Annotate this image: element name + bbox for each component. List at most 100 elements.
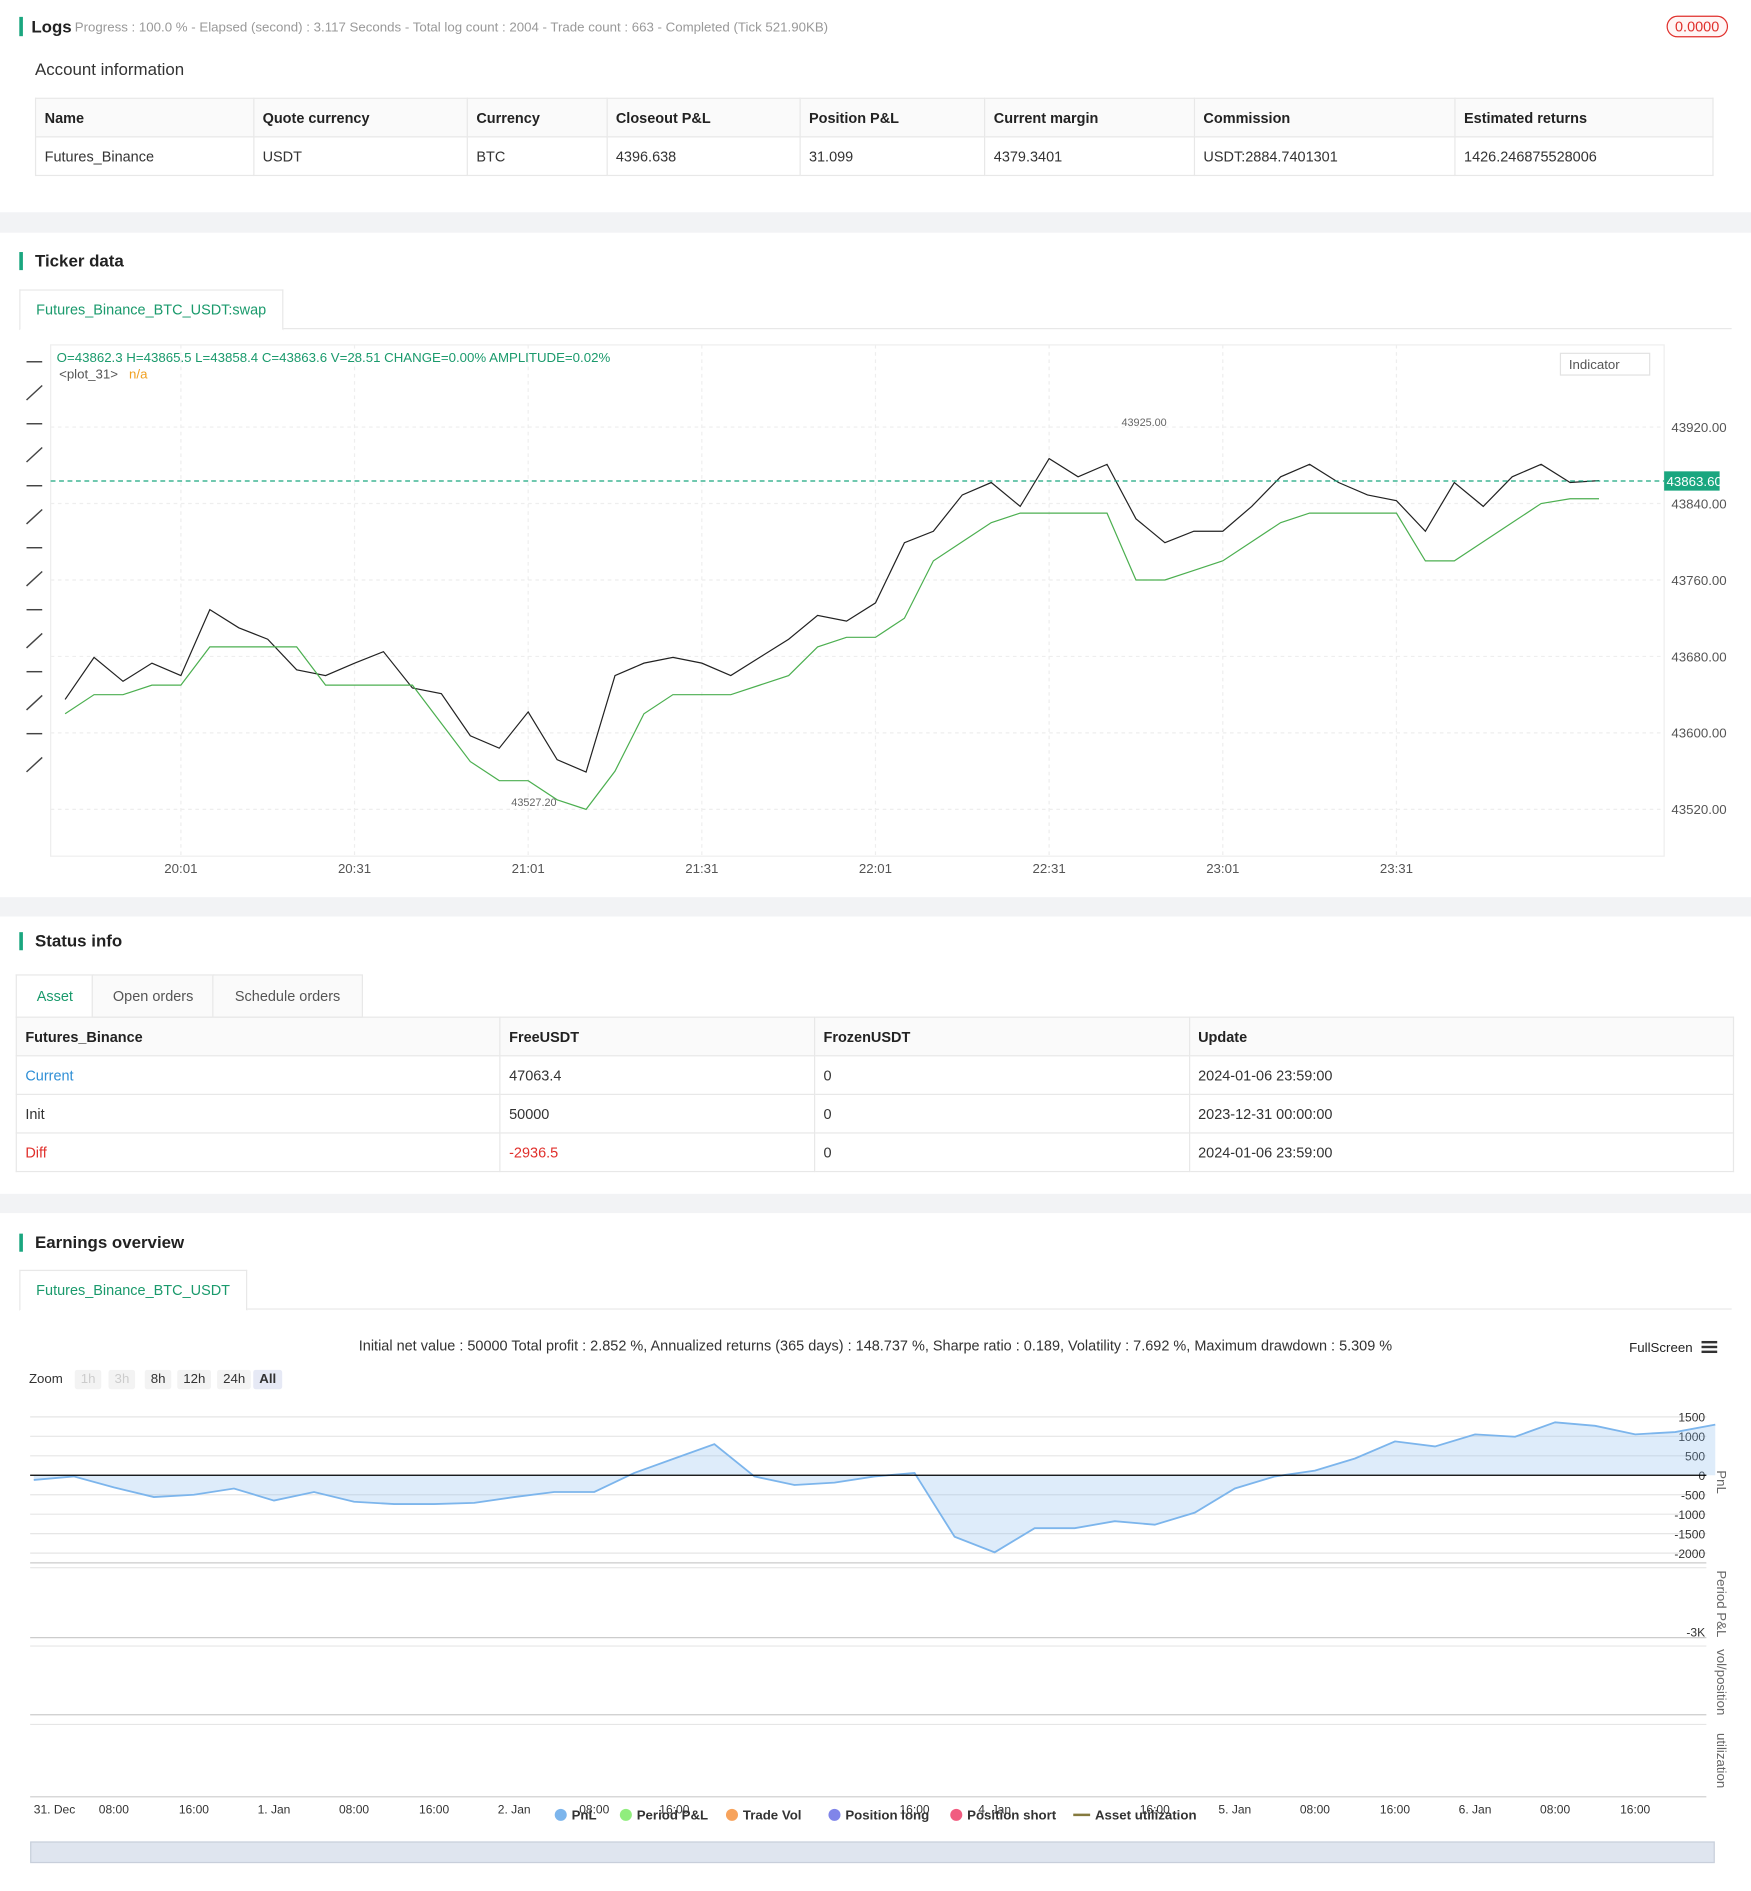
x-tick-label: 5. Jan	[1218, 1803, 1251, 1817]
y-tick-label: 500	[1685, 1450, 1705, 1464]
cell: Current	[15, 1055, 501, 1095]
cell: Futures_Binance	[34, 136, 255, 177]
tab-line	[19, 1308, 1732, 1310]
y-tick-label: -2000	[1674, 1547, 1705, 1561]
last-price-box	[1664, 471, 1720, 491]
tool-icon	[26, 384, 43, 401]
legend-label: Position long	[845, 1808, 929, 1823]
cell: -2936.5	[499, 1132, 816, 1173]
navigator[interactable]	[30, 1841, 1715, 1864]
panel-label: PnL	[1714, 1470, 1729, 1494]
x-tick-label: 08:00	[1300, 1803, 1330, 1817]
y-tick-label: 43520.00	[1671, 802, 1726, 817]
progress: Progress : 100.0 % - Elapsed (second) : …	[74, 20, 829, 35]
pnl-area	[33, 1422, 1716, 1553]
logs-title: Logs	[31, 16, 72, 37]
header-cell: Name	[34, 97, 255, 138]
x-tick-label: 21:31	[685, 861, 718, 876]
x-tick-label: 1. Jan	[258, 1803, 291, 1817]
x-tick-label: 16:00	[1140, 1803, 1170, 1817]
fullscreen[interactable]: FullScreen	[1629, 1340, 1693, 1356]
x-tick-label: 08:00	[339, 1803, 369, 1817]
y-tick-label: 43840.00	[1671, 496, 1726, 511]
tool-icon	[26, 756, 43, 773]
cell: USDT	[252, 136, 468, 177]
last-price-label: 43863.60	[1667, 474, 1722, 489]
x-tick-label: 23:01	[1206, 861, 1239, 876]
x-tick-label: 21:01	[512, 861, 545, 876]
y-tick-label: 43600.00	[1671, 726, 1726, 741]
tool-icon	[26, 570, 43, 587]
tab[interactable]: Futures_Binance_BTC_USDT	[19, 1269, 247, 1311]
x-tick-label: 08:00	[1540, 1803, 1570, 1817]
x-tick-label: 16:00	[179, 1803, 209, 1817]
status-table: Futures_Binance FreeUSDT FrozenUSDT Update C…	[15, 1016, 1735, 1173]
tab[interactable]: Open orders	[91, 974, 215, 1018]
zoom-button[interactable]: 24h	[217, 1369, 252, 1390]
y-tick-label: -1500	[1674, 1527, 1705, 1541]
x-tick-label: 16:00	[659, 1803, 689, 1817]
x-tick-label: 23:31	[1380, 861, 1413, 876]
row: Current 47063.4 0 2024-01-06 23:59:00	[15, 1055, 1735, 1095]
tab[interactable]: Futures_Binance_BTC_USDT:swap	[19, 289, 284, 331]
tool-icon	[26, 632, 43, 649]
cell: 2023-12-31 00:00:00	[1188, 1093, 1735, 1134]
header-cell: Quote currency	[252, 97, 468, 138]
plot-border	[50, 344, 1665, 857]
legend-symbol	[554, 1808, 567, 1821]
separator	[0, 897, 1751, 917]
price-line	[64, 457, 1600, 773]
summary: Initial net value : 50000 Total profit :…	[358, 1337, 1393, 1355]
separator	[0, 212, 1751, 233]
accent	[19, 16, 23, 37]
section-title: Earnings overview	[19, 1233, 184, 1252]
header-row: Name Quote currency Currency Closeout P&L Po…	[34, 97, 1714, 138]
y-tick-label: -1000	[1674, 1508, 1705, 1522]
cell: 4379.3401	[984, 136, 1195, 177]
panel-label: Period P&L	[1714, 1570, 1729, 1637]
tab-line	[19, 328, 1732, 330]
legend-symbol	[950, 1808, 963, 1821]
zoom-button[interactable]: All	[253, 1369, 283, 1390]
cell: Diff	[15, 1132, 501, 1173]
y-tick-label: -500	[1681, 1489, 1705, 1503]
pnl-line	[33, 1421, 1716, 1554]
tool-icon	[26, 508, 43, 525]
x-tick-label: 16:00	[1380, 1803, 1410, 1817]
tool-icon	[26, 694, 43, 711]
header-cell: FreeUSDT	[499, 1016, 816, 1057]
header-cell: Estimated returns	[1454, 97, 1714, 138]
x-tick-label: 6. Jan	[1459, 1803, 1492, 1817]
row: Futures_Binance USDT BTC 4396.638 31.099 4379…	[34, 136, 1714, 177]
header-cell: Position P&L	[799, 97, 986, 138]
annotation: 43527.20	[511, 797, 556, 809]
zoom-button[interactable]: 12h	[177, 1369, 212, 1390]
zoom-button[interactable]: 3h	[108, 1369, 136, 1390]
cell: 31.099	[799, 136, 986, 177]
legend-symbol	[828, 1808, 841, 1821]
tab[interactable]: Schedule orders	[212, 974, 363, 1018]
x-tick-label: 08:00	[99, 1803, 129, 1817]
x-tick-label: 20:01	[164, 861, 197, 876]
zoom-button[interactable]: 1h	[74, 1369, 102, 1390]
section-title: Ticker data	[19, 251, 124, 271]
x-tick-label: 22:31	[1033, 861, 1066, 876]
price-line	[64, 498, 1600, 811]
cell: 50000	[499, 1093, 816, 1134]
x-tick-label: 16:00	[899, 1803, 929, 1817]
zoom-button[interactable]: 8h	[144, 1369, 172, 1390]
panel-label: vol/position	[1714, 1649, 1729, 1715]
indicator-button	[1559, 352, 1651, 376]
plot-name: <plot_31>	[59, 367, 118, 382]
legend-symbol	[725, 1808, 739, 1821]
y-tick-label: 43760.00	[1671, 573, 1726, 588]
header-cell: Commission	[1193, 97, 1456, 138]
x-tick-label: 4. Jan	[978, 1803, 1011, 1817]
legend-symbol	[619, 1808, 632, 1821]
menu-icon[interactable]	[1701, 1340, 1718, 1344]
cell: Init	[15, 1093, 501, 1134]
y-tick-label: 1000	[1678, 1430, 1705, 1444]
tab[interactable]: Asset	[15, 974, 95, 1018]
annotation: 43925.00	[1121, 417, 1166, 429]
